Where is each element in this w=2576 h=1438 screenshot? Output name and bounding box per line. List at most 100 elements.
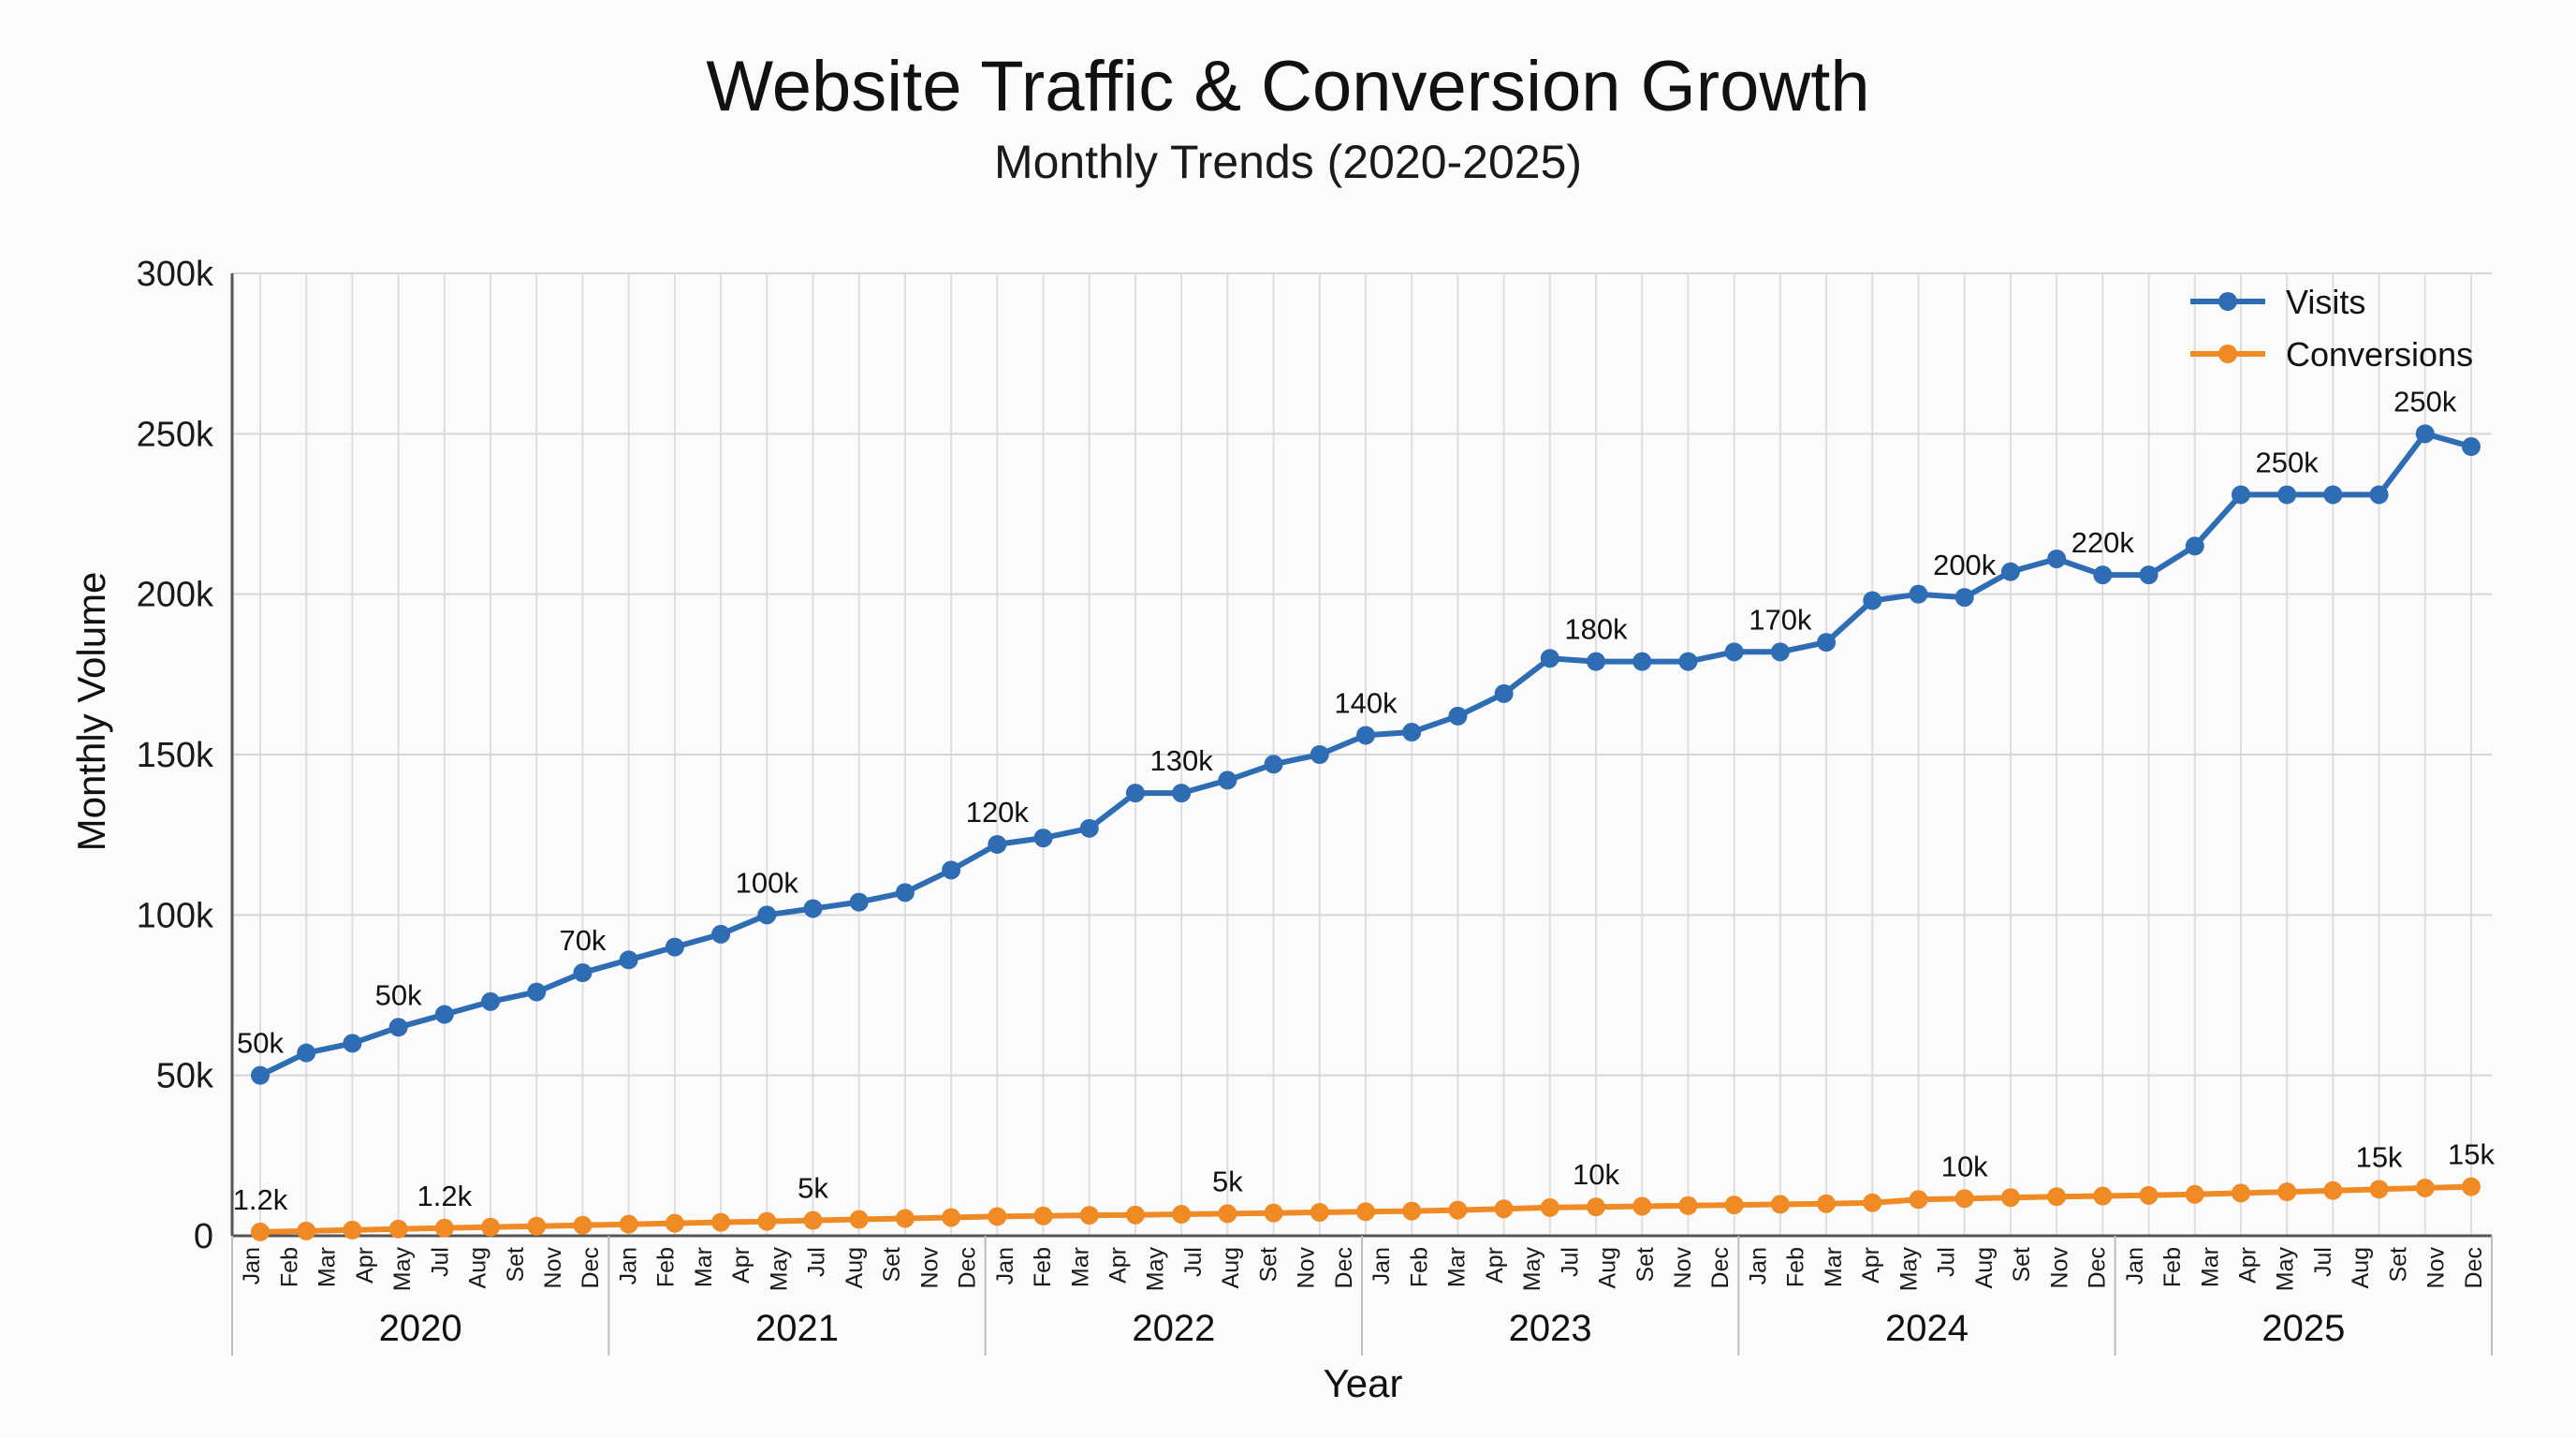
visits-data-label: 120k bbox=[966, 796, 1030, 829]
x-tick-label-month: Apr bbox=[2234, 1247, 2261, 1284]
x-tick-label-year: 2023 bbox=[1509, 1308, 1592, 1349]
x-tick-label-month: Dec bbox=[578, 1247, 604, 1288]
visits-point bbox=[665, 937, 684, 957]
conversions-point bbox=[895, 1209, 915, 1228]
conversions-point bbox=[1863, 1193, 1882, 1212]
x-tick-label-month: Apr bbox=[1482, 1247, 1508, 1284]
conversions-point bbox=[1310, 1202, 1329, 1222]
conversions-point bbox=[849, 1210, 869, 1229]
visits-point bbox=[297, 1043, 316, 1063]
y-tick-label: 200k bbox=[137, 576, 214, 615]
y-tick-label: 100k bbox=[137, 896, 214, 935]
x-tick-label-month: Nov bbox=[540, 1247, 566, 1289]
x-tick-label-month: Dec bbox=[2461, 1247, 2487, 1288]
conversions-point bbox=[1264, 1203, 1283, 1223]
conversions-point bbox=[2277, 1182, 2297, 1202]
x-tick-label-month: Feb bbox=[1406, 1247, 1432, 1287]
conversions-point bbox=[988, 1207, 1007, 1226]
visits-point bbox=[1770, 642, 1790, 662]
visits-point bbox=[942, 860, 961, 880]
x-tick-label-month: May bbox=[389, 1247, 416, 1292]
conversions-data-label: 1.2k bbox=[417, 1180, 473, 1212]
conversions-point bbox=[1770, 1195, 1790, 1214]
conversions-point bbox=[388, 1219, 408, 1239]
visits-data-label: 220k bbox=[2071, 526, 2135, 559]
visits-data-label: 130k bbox=[1150, 744, 1214, 777]
x-tick-label-month: Set bbox=[879, 1247, 905, 1283]
visits-point bbox=[803, 899, 823, 918]
visits-point bbox=[343, 1034, 362, 1053]
visits-point bbox=[527, 982, 547, 1002]
visits-point bbox=[757, 905, 777, 925]
conversions-point bbox=[803, 1211, 823, 1230]
x-tick-label-month: Feb bbox=[1030, 1247, 1056, 1287]
visits-point bbox=[1033, 829, 1053, 848]
conversions-point bbox=[1079, 1206, 1099, 1225]
y-tick-label: 150k bbox=[137, 736, 214, 775]
conversions-point bbox=[2231, 1183, 2250, 1203]
visits-point bbox=[2231, 485, 2250, 505]
visits-point bbox=[1172, 784, 1192, 803]
conversions-point bbox=[1817, 1194, 1837, 1213]
visits-point bbox=[2462, 437, 2481, 457]
visits-point bbox=[2139, 565, 2159, 585]
conversions-point bbox=[1494, 1199, 1514, 1219]
x-tick-label-month: Set bbox=[1255, 1247, 1281, 1283]
x-tick-label-month: Jan bbox=[1745, 1247, 1771, 1284]
series-group bbox=[251, 424, 2481, 1241]
conversions-data-label: 10k bbox=[1941, 1150, 1988, 1182]
visits-point bbox=[573, 963, 593, 983]
x-tick-label-month: Mar bbox=[2197, 1247, 2223, 1287]
y-tick-label: 250k bbox=[137, 415, 214, 454]
conversions-point bbox=[619, 1214, 638, 1234]
x-tick-label-month: Mar bbox=[1067, 1247, 1093, 1287]
x-tick-label-month: Mar bbox=[691, 1247, 717, 1287]
visits-point bbox=[2185, 536, 2204, 556]
x-tick-label-month: Nov bbox=[916, 1247, 943, 1289]
x-tick-label-month: Feb bbox=[2159, 1247, 2186, 1287]
x-tick-label-month: Apr bbox=[728, 1247, 754, 1284]
visits-point bbox=[1909, 584, 1928, 604]
x-tick-label-month: Apr bbox=[1858, 1247, 1884, 1284]
chart-subtitle: Monthly Trends (2020-2025) bbox=[994, 136, 1582, 188]
visits-point bbox=[849, 892, 869, 912]
x-tick-label-month: Jul bbox=[2310, 1247, 2336, 1277]
x-tick-label-month: Aug bbox=[2348, 1247, 2374, 1288]
conversions-point bbox=[527, 1216, 547, 1236]
visits-point bbox=[1494, 683, 1514, 703]
visits-data-label: 50k bbox=[375, 978, 422, 1011]
x-tick-label-month: Mar bbox=[1444, 1247, 1471, 1287]
visits-point bbox=[1863, 591, 1882, 610]
y-tick-label: 300k bbox=[137, 255, 214, 294]
x-tick-label-month: Set bbox=[503, 1247, 529, 1283]
visits-point bbox=[1356, 726, 1375, 745]
conversions-point bbox=[2000, 1188, 2020, 1208]
visits-point bbox=[434, 1005, 454, 1024]
visits-point bbox=[711, 924, 731, 944]
x-tick-label-month: Aug bbox=[1218, 1247, 1244, 1288]
x-tick-label-year: 2024 bbox=[1885, 1308, 1969, 1349]
visits-point bbox=[2323, 485, 2343, 505]
visits-point bbox=[1448, 706, 1468, 726]
conversions-point bbox=[573, 1215, 593, 1235]
conversions-point bbox=[2323, 1181, 2343, 1200]
conversions-point bbox=[1632, 1196, 1652, 1216]
visits-data-label: 100k bbox=[736, 866, 799, 899]
conversions-data-label: 5k bbox=[1212, 1165, 1243, 1197]
visits-point bbox=[1125, 784, 1145, 803]
conversions-point bbox=[1402, 1201, 1422, 1221]
y-tick-label: 0 bbox=[194, 1217, 213, 1256]
conversions-point bbox=[665, 1213, 684, 1233]
visits-point bbox=[1587, 652, 1606, 671]
conversions-point bbox=[2139, 1185, 2159, 1205]
conversions-point bbox=[1218, 1204, 1237, 1224]
visits-point bbox=[1402, 723, 1422, 742]
x-tick-label-month: Jan bbox=[992, 1247, 1018, 1284]
conversions-point bbox=[757, 1211, 777, 1231]
legend: Visits Conversions bbox=[2190, 283, 2473, 374]
conversions-point bbox=[1125, 1205, 1145, 1225]
x-tick-label-month: Feb bbox=[653, 1247, 680, 1287]
conversions-point bbox=[2093, 1186, 2113, 1206]
